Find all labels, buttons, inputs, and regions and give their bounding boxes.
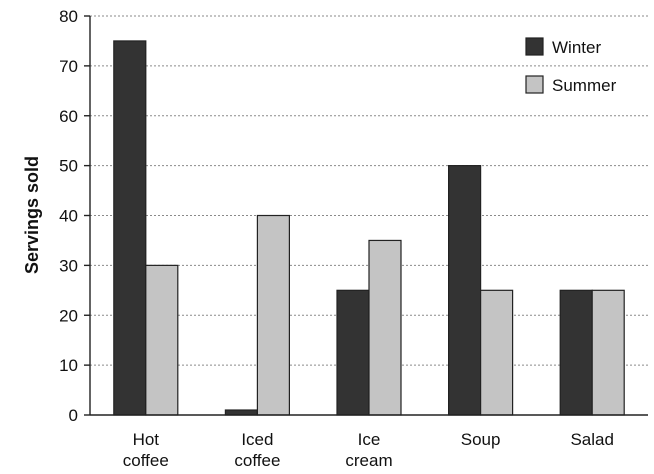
x-category-label: Soup — [461, 430, 501, 449]
bar-summer-3 — [480, 289, 514, 416]
x-category-label-line: cream — [345, 451, 392, 470]
y-tick-label: 80 — [59, 7, 78, 26]
y-axis-title: Servings sold — [22, 156, 42, 274]
bar-winter-2 — [336, 289, 370, 416]
bar-winter-1 — [224, 409, 258, 416]
x-category-label-line: coffee — [123, 451, 169, 470]
y-tick-label: 0 — [69, 406, 78, 425]
x-category-label-line: Soup — [461, 430, 501, 449]
legend-label-summer: Summer — [552, 76, 617, 95]
x-category-labels: Hot coffee Iced coffee Ice cream Soup Salad — [123, 430, 614, 470]
bars — [113, 40, 625, 416]
y-tick-label: 20 — [59, 306, 78, 325]
x-category-label-line: Hot — [133, 430, 160, 449]
x-category-label-line: coffee — [234, 451, 280, 470]
x-category-label: Iced coffee — [234, 430, 280, 470]
bar-summer-1 — [256, 214, 290, 416]
legend-swatch-summer — [525, 75, 544, 94]
y-tick-label: 60 — [59, 107, 78, 126]
legend: Winter Summer — [525, 37, 617, 95]
x-category-label-line: Ice — [358, 430, 381, 449]
bar-summer-4 — [591, 289, 625, 416]
x-category-label: Ice cream — [345, 430, 392, 470]
y-tick-label: 70 — [59, 57, 78, 76]
gridlines — [90, 15, 648, 366]
x-category-label-line: Iced — [241, 430, 273, 449]
legend-swatch-winter — [525, 37, 544, 56]
bar-summer-2 — [368, 239, 402, 416]
y-tick-labels: 0 10 20 30 40 50 60 70 80 — [59, 7, 90, 425]
bar-winter-0 — [113, 40, 147, 416]
x-category-label: Salad — [570, 430, 613, 449]
y-tick-label: 50 — [59, 157, 78, 176]
y-tick-label: 40 — [59, 207, 78, 226]
x-category-label-line: Salad — [570, 430, 613, 449]
bar-summer-0 — [145, 264, 179, 416]
x-category-label: Hot coffee — [123, 430, 169, 470]
legend-label-winter: Winter — [552, 38, 601, 57]
bar-winter-4 — [559, 289, 593, 416]
y-tick-label: 10 — [59, 356, 78, 375]
y-tick-label: 30 — [59, 256, 78, 275]
bar-winter-3 — [448, 165, 482, 416]
